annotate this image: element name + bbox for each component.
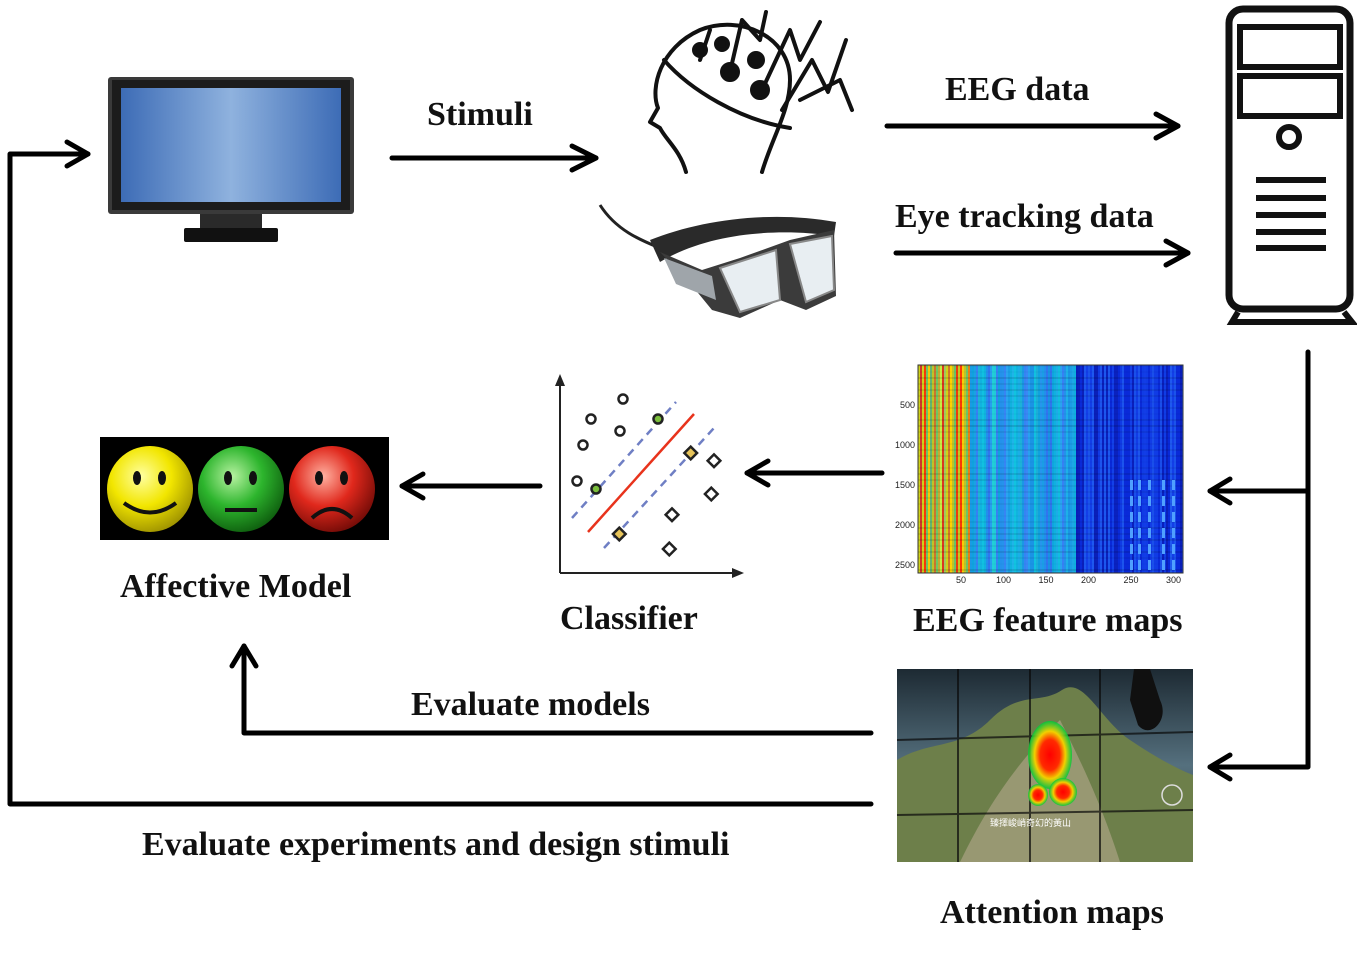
featuremap-to-classifier-arrow <box>744 458 885 488</box>
neutral-face-icon <box>198 446 284 532</box>
evaluate-experiments-label: Evaluate experiments and design stimuli <box>142 826 730 863</box>
feature-map-x-tick: 250 <box>1123 575 1138 585</box>
attention-image-caption: 臻擇峻峭奇幻的黃山 <box>990 817 1071 829</box>
feature-map-y-tick: 500 <box>900 400 915 410</box>
happy-face-icon <box>107 446 193 532</box>
feature-map-y-tick: 1500 <box>895 480 915 490</box>
feature-map-x-tick: 100 <box>996 575 1011 585</box>
feature-map-y-tick: 2500 <box>895 560 915 570</box>
emotion-faces-icon <box>100 437 389 540</box>
evaluate-experiments-arrow <box>7 139 874 807</box>
classifier-label: Classifier <box>560 600 698 637</box>
feature-map-x-tick: 300 <box>1166 575 1181 585</box>
eeg-feature-maps-label: EEG feature maps <box>913 602 1183 639</box>
monitor-icon <box>108 77 354 242</box>
feature-map-x-tick: 50 <box>956 575 966 585</box>
eeg-data-label: EEG data <box>945 71 1090 108</box>
eeg-head-icon <box>648 10 854 174</box>
feature-map-y-tick: 1000 <box>895 440 915 450</box>
evaluate-models-arrow <box>229 643 874 736</box>
attention-map-image: 臻擇峻峭奇幻的黃山 <box>896 669 1194 862</box>
attention-maps-label: Attention maps <box>940 894 1164 931</box>
feature-map-x-tick: 200 <box>1081 575 1096 585</box>
connectors <box>7 111 1311 807</box>
eye-tracking-arrow <box>893 238 1191 268</box>
affective-model-label: Affective Model <box>120 568 352 605</box>
classifier-to-model-arrow <box>399 471 543 501</box>
stimuli-label: Stimuli <box>427 96 533 133</box>
eye-tracking-glasses-icon <box>598 204 836 318</box>
sad-face-icon <box>289 446 375 532</box>
computer-tower-icon <box>1225 5 1357 325</box>
evaluate-models-label: Evaluate models <box>411 686 650 723</box>
feature-map-x-tick: 150 <box>1038 575 1053 585</box>
eeg-data-arrow <box>884 111 1181 141</box>
eye-tracking-data-label: Eye tracking data <box>895 198 1154 235</box>
eeg-feature-map: 500 1000 1500 2000 2500 50 100 150 200 250 300 <box>895 364 1184 585</box>
computer-output-connector <box>1207 349 1311 782</box>
svm-classifier-plot <box>555 374 744 578</box>
stimuli-arrow <box>389 143 599 173</box>
feature-map-y-tick: 2000 <box>895 520 915 530</box>
